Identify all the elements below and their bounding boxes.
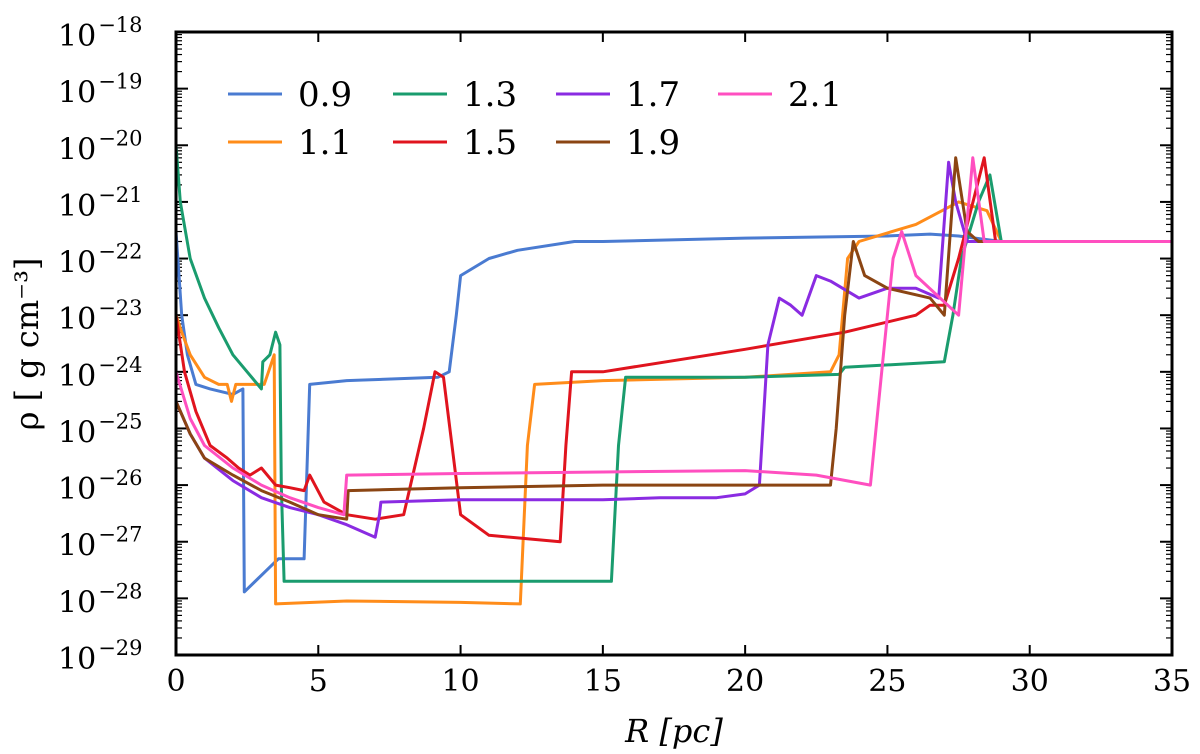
legend-label-0.9: 0.9 [298,75,352,115]
x-tick-label: 25 [868,664,906,699]
series-line-1.9 [174,156,1172,521]
x-tick-label: 10 [441,664,479,699]
y-tick-label: 10−23 [58,296,143,337]
y-tick-label: 10−25 [58,409,143,450]
y-tick-label: 10−28 [58,579,143,620]
legend-label-1.5: 1.5 [463,123,517,163]
y-tick-label: 10−24 [58,353,143,394]
x-tick-label: 30 [1011,664,1049,699]
y-tick-label: 10−27 [58,523,143,564]
legend: 0.9 1.1 1.3 1.5 1.7 1.9 2.1 [228,75,842,163]
axis-ticks: 0 5 10 15 20 25 30 35 10−29 10−28 10−27 10−26 10−25 1… [58,13,1191,699]
y-tick-label: 10−20 [58,126,143,167]
series-line-1.1 [174,200,1172,606]
legend-label-1.1: 1.1 [298,123,352,163]
x-tick-label: 0 [166,664,185,699]
x-tick-label: 20 [726,664,764,699]
series-line-1.3 [174,145,1172,583]
series-line-1.5 [174,156,1172,544]
y-tick-label: 10−21 [58,183,143,224]
series-lines [174,145,1172,606]
series-line-0.9 [174,231,1172,594]
x-tick-label: 35 [1153,664,1191,699]
y-tick-label: 10−26 [58,466,143,507]
y-axis-label: ρ [ g cm⁻³] [8,258,46,431]
x-tick-label: 5 [309,664,328,699]
y-tick-label: 10−29 [58,636,143,677]
legend-label-1.9: 1.9 [626,123,680,163]
x-axis-label: R [pc] [624,712,723,750]
y-tick-label: 10−18 [58,13,143,54]
series-line-1.7 [174,160,1172,539]
legend-label-2.1: 2.1 [788,75,842,115]
legend-label-1.7: 1.7 [626,75,680,115]
plot-frame [174,30,1174,657]
x-tick-label: 15 [584,664,622,699]
series-line-2.1 [174,156,1172,517]
legend-label-1.3: 1.3 [463,75,517,115]
y-tick-label: 10−22 [58,240,143,281]
y-tick-label: 10−19 [58,70,143,111]
